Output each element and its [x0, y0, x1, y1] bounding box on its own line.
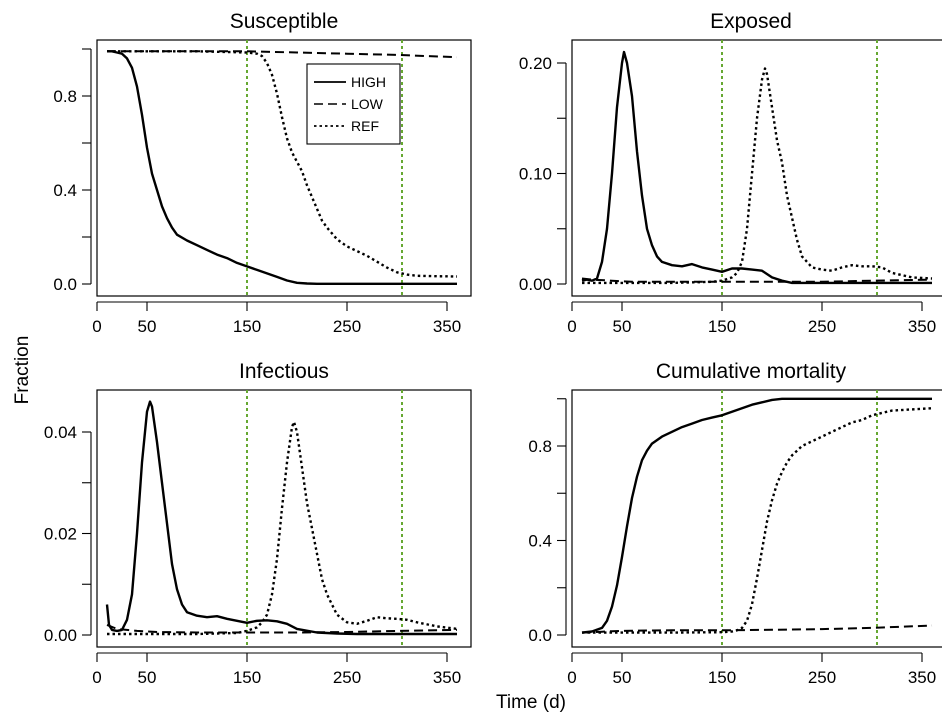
x-tick-label: 350: [433, 668, 461, 687]
series-line-high: [105, 400, 457, 636]
x-tick-label: 50: [138, 317, 157, 336]
x-tick-label: 0: [92, 317, 101, 336]
y-tick-label: 0.0: [528, 626, 552, 645]
y-tick-label: 0.8: [528, 437, 552, 456]
x-tick-label: 250: [333, 317, 361, 336]
legend: HIGH LOW REF: [306, 63, 401, 145]
x-tick-label: 350: [908, 317, 936, 336]
plot-frame: [96, 389, 472, 648]
y-tick-label: 0.0: [53, 275, 77, 294]
shared-y-axis-label: Fraction: [12, 336, 33, 405]
x-tick-label: 50: [138, 668, 157, 687]
x-tick-label: 0: [567, 668, 576, 687]
panel-title: Cumulative mortality: [656, 360, 847, 383]
shared-x-axis-label: Time (d): [496, 692, 566, 713]
series-line-low: [107, 50, 458, 59]
x-tick-label: 50: [613, 317, 632, 336]
legend-label-ref: REF: [351, 118, 379, 134]
legend-label-low: LOW: [351, 96, 384, 112]
y-tick-label: 0.10: [519, 165, 552, 184]
y-tick-label: 0.04: [44, 423, 77, 442]
y-tick-label: 0.02: [44, 525, 77, 544]
y-tick-label: 0.20: [519, 54, 552, 73]
panels-group: Susceptible 0 50 150 250 350 0.0 0.4 0.8 HIGH LOW R…: [44, 10, 942, 687]
series-line-low: [581, 277, 933, 283]
x-tick-label: 350: [908, 668, 936, 687]
x-tick-label: 0: [567, 317, 576, 336]
x-tick-label: 0: [92, 668, 101, 687]
series-line-low: [581, 624, 933, 634]
series-line-low: [106, 623, 458, 634]
y-tick-label: 0.00: [519, 275, 552, 294]
x-tick-label: 250: [808, 668, 836, 687]
panel-title: Susceptible: [230, 10, 339, 33]
plot-frame: [571, 389, 942, 648]
series-line-high: [581, 50, 932, 285]
series-line-ref: [582, 407, 933, 634]
y-tick-label: 0.4: [53, 181, 77, 200]
legend-label-high: HIGH: [351, 74, 386, 90]
x-tick-label: 250: [808, 317, 836, 336]
y-tick-label: 0.00: [44, 626, 77, 645]
x-tick-label: 150: [233, 668, 261, 687]
x-tick-label: 250: [333, 668, 361, 687]
x-tick-label: 50: [613, 668, 632, 687]
panel-title: Exposed: [710, 10, 792, 33]
series-line-high: [107, 50, 457, 285]
x-tick-label: 150: [708, 668, 736, 687]
panel-1: Exposed 0 50 150 250 350 0.00 0.10 0.20: [519, 10, 942, 336]
panel-title: Infectious: [239, 360, 329, 383]
series-line-ref: [582, 67, 933, 285]
panel-3: Cumulative mortality 0 50 150 250 350 0.0 0.4 0.…: [528, 360, 942, 687]
series-line-high: [581, 397, 932, 634]
panel-2: Infectious 0 50 150 250 350 0.00 0.02 0.04: [44, 360, 472, 687]
series-line-ref: [107, 50, 458, 278]
y-tick-label: 0.4: [528, 532, 552, 551]
x-tick-label: 150: [708, 317, 736, 336]
x-tick-label: 350: [433, 317, 461, 336]
x-tick-label: 150: [233, 317, 261, 336]
plot-frame: [96, 39, 472, 297]
panel-0: Susceptible 0 50 150 250 350 0.0 0.4 0.8 HIGH LOW R…: [53, 10, 472, 336]
plot-frame: [571, 39, 942, 297]
y-tick-label: 0.8: [53, 87, 77, 106]
